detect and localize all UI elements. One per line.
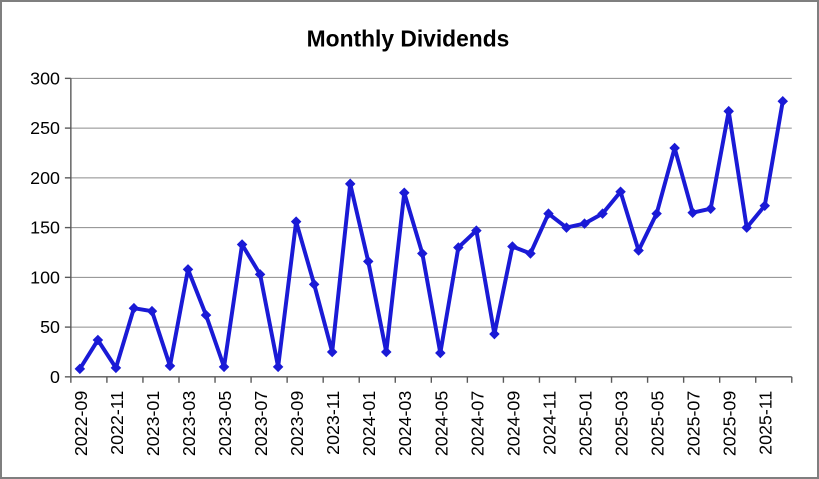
- y-tick-label: 50: [40, 317, 60, 337]
- data-point-marker: [164, 360, 176, 372]
- x-tick-label: 2023-09: [287, 391, 307, 457]
- data-point-marker: [399, 187, 410, 199]
- data-point-marker: [669, 142, 680, 154]
- data-point-marker: [435, 347, 446, 359]
- x-tick-label: 2023-07: [251, 391, 271, 457]
- x-tick-label: 2025-05: [648, 391, 668, 457]
- data-point-marker: [344, 178, 356, 190]
- data-point-marker: [633, 245, 644, 256]
- data-point-marker: [723, 105, 734, 117]
- data-point-marker: [290, 216, 302, 227]
- data-point-marker: [579, 218, 590, 229]
- data-point-marker: [741, 222, 752, 233]
- axes-layer: [64, 77, 793, 383]
- data-point-marker: [543, 208, 554, 219]
- y-tick-label: 300: [30, 68, 60, 88]
- gridlines-layer: [70, 77, 792, 328]
- data-point-marker: [218, 361, 230, 373]
- data-point-marker: [687, 207, 698, 218]
- data-point-marker: [651, 208, 662, 219]
- x-tick-label: 2024-03: [395, 391, 415, 457]
- x-tick-label: 2022-11: [107, 391, 127, 455]
- y-tick-label: 250: [30, 118, 60, 138]
- data-point-marker: [236, 239, 248, 250]
- data-point-marker: [200, 309, 212, 321]
- data-point-marker: [561, 222, 572, 233]
- data-point-marker: [507, 241, 518, 252]
- x-tick-label: 2025-09: [720, 391, 740, 457]
- data-point-marker: [362, 256, 374, 267]
- data-point-marker: [92, 334, 104, 346]
- x-tick-label: 2025-07: [684, 391, 704, 457]
- y-tick-label: 150: [30, 218, 60, 238]
- series-polyline: [77, 99, 785, 371]
- data-point-marker: [597, 208, 608, 219]
- x-tick-label: 2024-05: [431, 391, 451, 457]
- data-point-marker: [705, 203, 716, 214]
- x-tick-label: 2024-11: [539, 391, 559, 455]
- data-point-marker: [525, 248, 536, 259]
- x-tick-label: 2025-03: [612, 391, 632, 457]
- data-point-marker: [146, 305, 158, 317]
- data-point-marker: [380, 346, 392, 358]
- x-tick-label: 2024-09: [503, 391, 523, 457]
- x-tick-label: 2023-03: [179, 391, 199, 457]
- chart-title: Monthly Dividends: [307, 26, 510, 52]
- x-tick-label: 2023-01: [143, 391, 163, 457]
- y-tick-label: 100: [30, 267, 60, 287]
- x-tick-label: 2023-11: [323, 391, 343, 455]
- data-point-marker: [615, 186, 626, 198]
- axis-labels-layer: 0 50 100 150 200 250 300 2022-09 2022-11 2023-01 2…: [30, 68, 775, 456]
- y-tick-label: 0: [50, 367, 60, 387]
- data-point-marker: [254, 269, 266, 280]
- data-point-marker: [272, 361, 284, 373]
- data-point-marker: [777, 95, 789, 107]
- data-point-marker: [110, 362, 122, 374]
- data-point-marker: [489, 328, 500, 340]
- x-tick-label: 2023-05: [215, 391, 235, 457]
- data-point-marker: [182, 264, 194, 275]
- data-point-marker: [417, 248, 428, 259]
- x-tick-label: 2025-01: [575, 391, 595, 457]
- data-point-marker: [326, 346, 338, 358]
- x-tick-label: 2022-09: [71, 391, 91, 457]
- y-tick-label: 200: [30, 168, 60, 188]
- data-point-marker: [471, 225, 482, 236]
- data-point-marker: [759, 200, 771, 211]
- x-tick-label: 2024-07: [467, 391, 487, 457]
- data-point-marker: [308, 279, 320, 290]
- data-point-marker: [128, 302, 140, 314]
- x-tick-label: 2024-01: [359, 391, 379, 457]
- data-point-marker: [74, 363, 86, 375]
- data-point-marker: [453, 242, 464, 253]
- series-layer: [74, 95, 789, 375]
- x-tick-label: 2025-11: [756, 391, 776, 455]
